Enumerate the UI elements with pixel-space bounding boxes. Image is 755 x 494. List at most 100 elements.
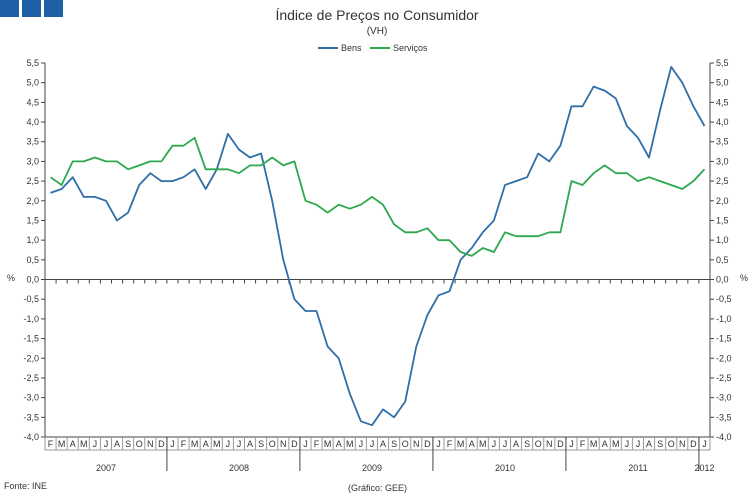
y-tick-label-left: 2,0 (26, 196, 39, 206)
x-year-label: 2010 (495, 463, 515, 473)
x-year-label: 2008 (229, 463, 249, 473)
y-tick-label-left: -3,0 (23, 393, 39, 403)
y-tick-label-right: -4,0 (716, 432, 732, 442)
y-tick-label-left: 4,5 (26, 97, 39, 107)
x-month-label: M (213, 439, 221, 449)
x-month-label: A (602, 439, 608, 449)
y-tick-label-right: -2,0 (716, 353, 732, 363)
y-tick-label-left: 3,0 (26, 156, 39, 166)
y-tick-label-right: 2,0 (716, 196, 729, 206)
x-month-label: O (535, 439, 542, 449)
x-month-label: A (114, 439, 120, 449)
y-tick-label-left: 0,0 (26, 275, 39, 285)
y-tick-label-left: 3,5 (26, 137, 39, 147)
x-month-label: S (258, 439, 264, 449)
y-tick-label-right: -3,0 (716, 393, 732, 403)
y-tick-label-left: -1,5 (23, 334, 39, 344)
x-month-label: M (80, 439, 88, 449)
x-month-label: J (170, 439, 175, 449)
x-month-label: J (503, 439, 508, 449)
legend-label-servicos: Serviços (393, 43, 428, 53)
x-month-label: J (636, 439, 641, 449)
y-tick-label-right: 0,0 (716, 275, 729, 285)
y-tick-label-right: 0,5 (716, 255, 729, 265)
logo-square (0, 0, 19, 17)
x-month-label: J (226, 439, 231, 449)
x-month-label: J (237, 439, 242, 449)
logo-square (22, 0, 41, 17)
x-month-label: D (690, 439, 697, 449)
chart-credit: (Gráfico: GEE) (347, 483, 407, 493)
y-tick-label-right: 5,0 (716, 78, 729, 88)
y-tick-label-right: 3,0 (716, 156, 729, 166)
y-tick-label-right: 1,0 (716, 235, 729, 245)
y-tick-label-right: 4,0 (716, 117, 729, 127)
y-tick-label-left: 5,0 (26, 78, 39, 88)
x-month-label: A (469, 439, 475, 449)
chart-subtitle: (VH) (367, 26, 388, 37)
y-tick-label-left: 4,0 (26, 117, 39, 127)
y-tick-label-left: 1,5 (26, 215, 39, 225)
x-month-label: M (58, 439, 66, 449)
x-month-label: M (479, 439, 487, 449)
y-tick-label-left: -4,0 (23, 432, 39, 442)
x-month-label: J (702, 439, 707, 449)
y-axis-label-left: % (7, 273, 15, 283)
series-line-servicos (49, 136, 706, 257)
x-month-label: F (314, 439, 320, 449)
gee-logo (0, 0, 63, 17)
y-tick-label-right: 5,5 (716, 58, 729, 68)
y-tick-label-right: 4,5 (716, 97, 729, 107)
x-month-label: N (147, 439, 154, 449)
x-month-label: A (513, 439, 519, 449)
x-month-label: F (48, 439, 54, 449)
x-month-label: O (269, 439, 276, 449)
x-month-label: F (580, 439, 586, 449)
series-line-bens (50, 66, 706, 427)
x-month-label: S (657, 439, 663, 449)
x-month-label: O (402, 439, 409, 449)
x-month-label: J (93, 439, 98, 449)
x-month-label: D (557, 439, 564, 449)
y-tick-label-right: -2,5 (716, 373, 732, 383)
x-month-label: M (346, 439, 354, 449)
x-year-label: 2011 (628, 463, 647, 473)
y-tick-label-left: -2,0 (23, 353, 39, 363)
y-tick-label-left: 0,5 (26, 255, 39, 265)
y-tick-label-right: 3,5 (716, 137, 729, 147)
x-month-label: J (625, 439, 630, 449)
y-axis-label-right: % (740, 273, 748, 283)
x-month-label: N (280, 439, 287, 449)
y-tick-label-left: -3,5 (23, 412, 39, 422)
x-month-label: J (370, 439, 375, 449)
x-month-label: D (158, 439, 165, 449)
x-month-label: M (612, 439, 620, 449)
y-tick-label-left: -2,5 (23, 373, 39, 383)
x-month-label: A (203, 439, 209, 449)
y-tick-label-right: -3,5 (716, 412, 732, 422)
x-month-label: J (303, 439, 308, 449)
logo-square (44, 0, 63, 17)
y-tick-label-right: -1,0 (716, 314, 732, 324)
x-month-label: J (104, 439, 109, 449)
y-tick-label-right: -1,5 (716, 334, 732, 344)
x-month-label: A (646, 439, 652, 449)
y-tick-label-left: 1,0 (26, 235, 39, 245)
x-month-label: A (336, 439, 342, 449)
x-year-label: 2009 (362, 463, 382, 473)
x-month-label: D (424, 439, 431, 449)
legend-label-bens: Bens (341, 43, 362, 53)
legend: Bens Serviços (318, 43, 428, 53)
x-month-label: O (136, 439, 143, 449)
x-month-label: F (447, 439, 453, 449)
x-year-label: 2007 (96, 463, 116, 473)
x-month-label: S (125, 439, 131, 449)
chart-title: Índice de Preços no Consumidor (275, 7, 478, 23)
x-month-label: J (359, 439, 364, 449)
y-tick-label-left: 5,5 (26, 58, 39, 68)
x-month-label: J (569, 439, 574, 449)
x-year-label: 2012 (694, 463, 714, 473)
x-month-label: N (413, 439, 420, 449)
x-month-label: M (590, 439, 598, 449)
